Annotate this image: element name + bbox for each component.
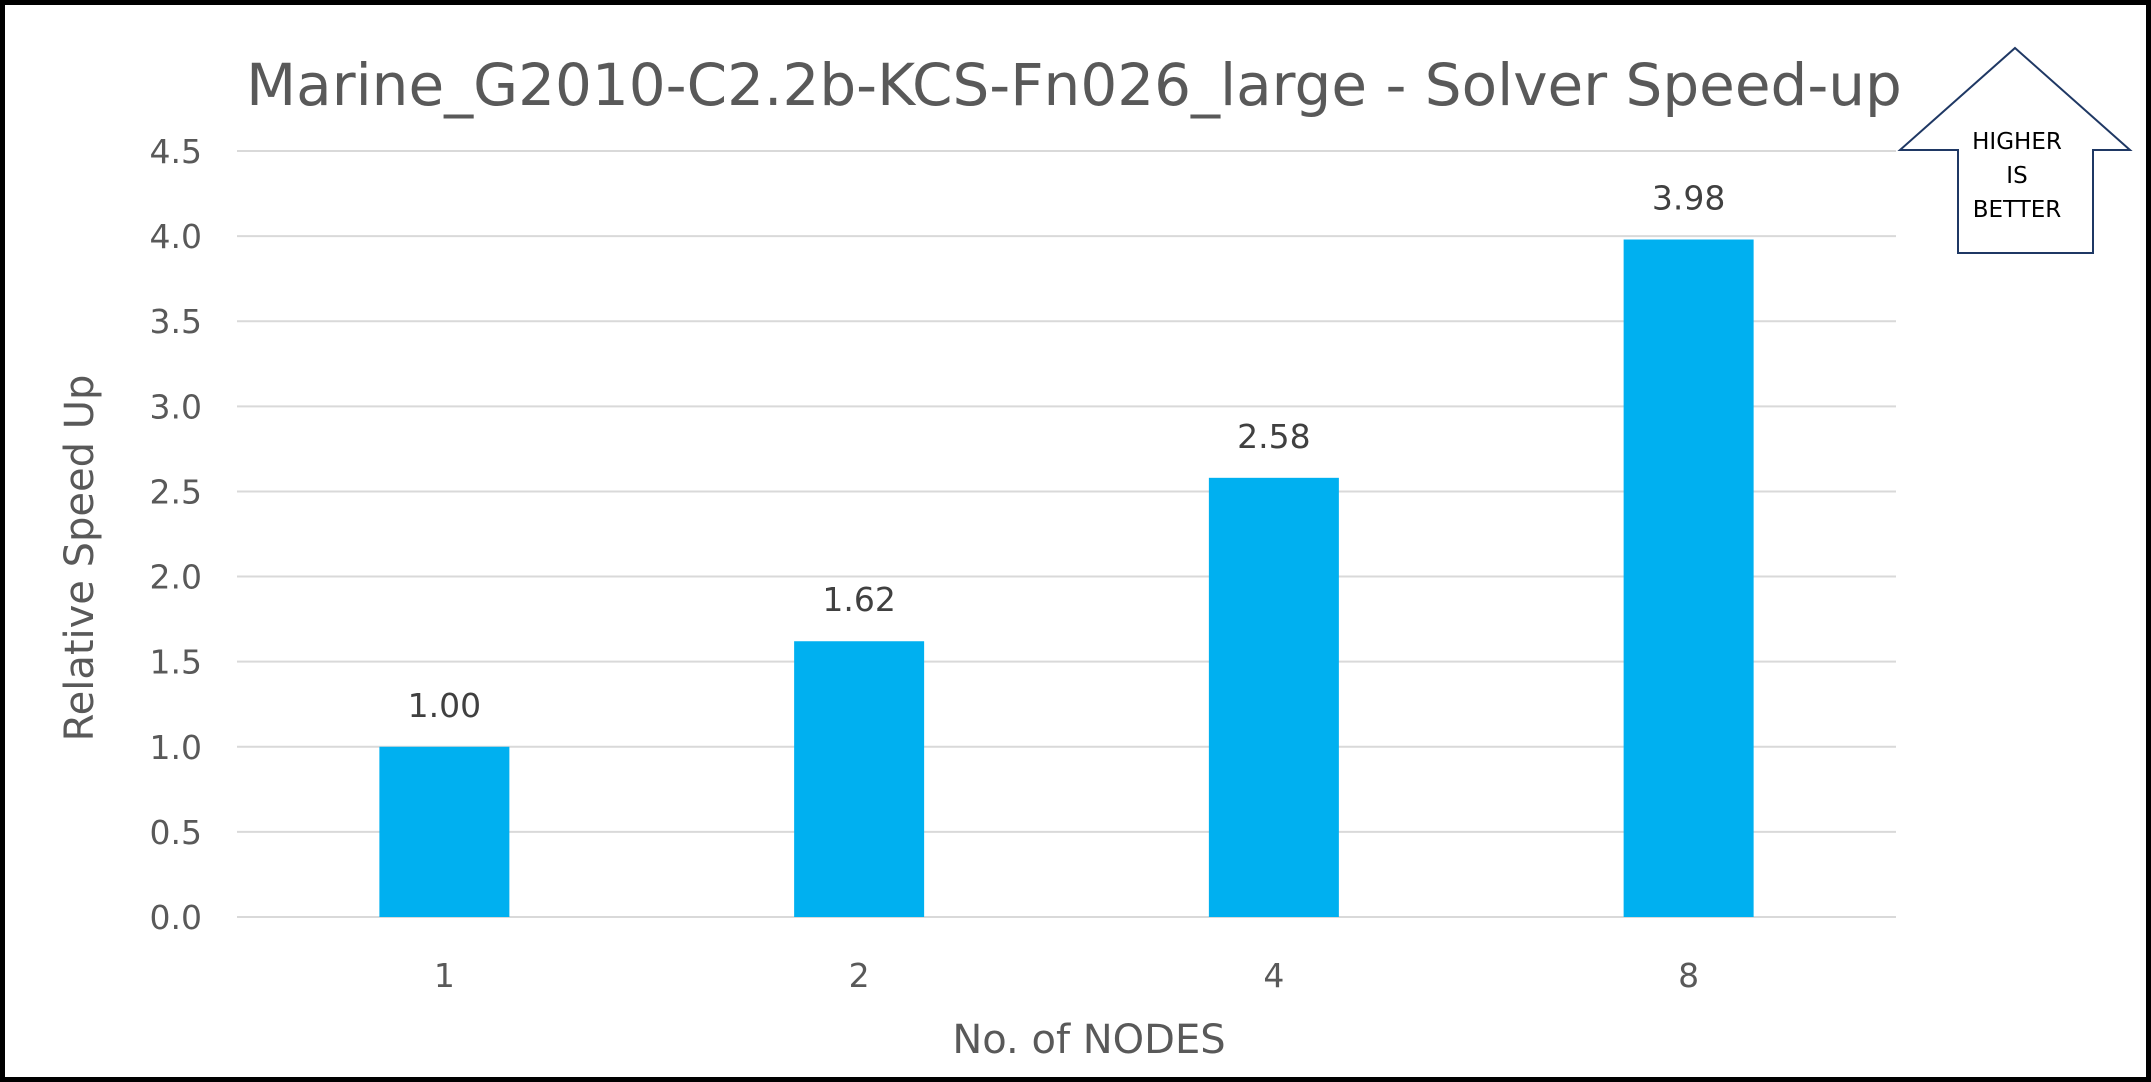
- y-axis-ticks: 0.0 0.5 1.0 1.5 2.0 2.5 3.0 3.5 4.0 4.5: [150, 132, 202, 937]
- y-axis-title: Relative Speed Up: [57, 375, 103, 742]
- x-axis-ticks: 1 2 4 8: [434, 956, 1699, 995]
- x-tick-label: 1: [434, 956, 455, 995]
- higher-is-better-arrow: HIGHER IS BETTER: [1897, 46, 2133, 254]
- data-label: 1.62: [822, 580, 895, 619]
- data-labels: 1.00 1.62 2.58 3.98: [408, 179, 1726, 725]
- x-tick-label: 4: [1263, 956, 1284, 995]
- y-tick-label: 4.5: [150, 132, 202, 171]
- gridlines: [237, 150, 1896, 918]
- y-tick-label: 3.0: [150, 387, 202, 426]
- bar: [1623, 239, 1754, 917]
- bars: [379, 239, 1754, 917]
- arrow-text-line-1: HIGHER: [1972, 129, 2062, 155]
- arrow-text-line-2: IS: [2006, 163, 2027, 189]
- y-tick-label: 3.5: [150, 302, 202, 341]
- y-tick-label: 1.5: [150, 643, 202, 682]
- y-tick-label: 0.5: [150, 813, 202, 852]
- bar: [794, 641, 925, 917]
- y-tick-label: 1.0: [150, 728, 202, 767]
- data-label: 3.98: [1652, 179, 1725, 218]
- x-tick-label: 8: [1678, 956, 1699, 995]
- chart-title: Marine_G2010-C2.2b-KCS-Fn026_large - Sol…: [246, 51, 1902, 119]
- x-tick-label: 2: [849, 956, 870, 995]
- y-tick-label: 0.0: [150, 898, 202, 937]
- y-tick-label: 2.5: [150, 472, 202, 511]
- y-tick-label: 2.0: [150, 558, 202, 597]
- bar: [379, 746, 510, 917]
- data-label: 2.58: [1237, 417, 1310, 456]
- chart-canvas: Marine_G2010-C2.2b-KCS-Fn026_large - Sol…: [57, 46, 2133, 1063]
- arrow-text-line-3: BETTER: [1973, 197, 2062, 223]
- bar: [1208, 477, 1339, 917]
- data-label: 1.00: [408, 686, 481, 725]
- y-tick-label: 4.0: [150, 217, 202, 256]
- up-arrow-icon: [1897, 46, 2133, 254]
- x-axis-title: No. of NODES: [952, 1017, 1225, 1063]
